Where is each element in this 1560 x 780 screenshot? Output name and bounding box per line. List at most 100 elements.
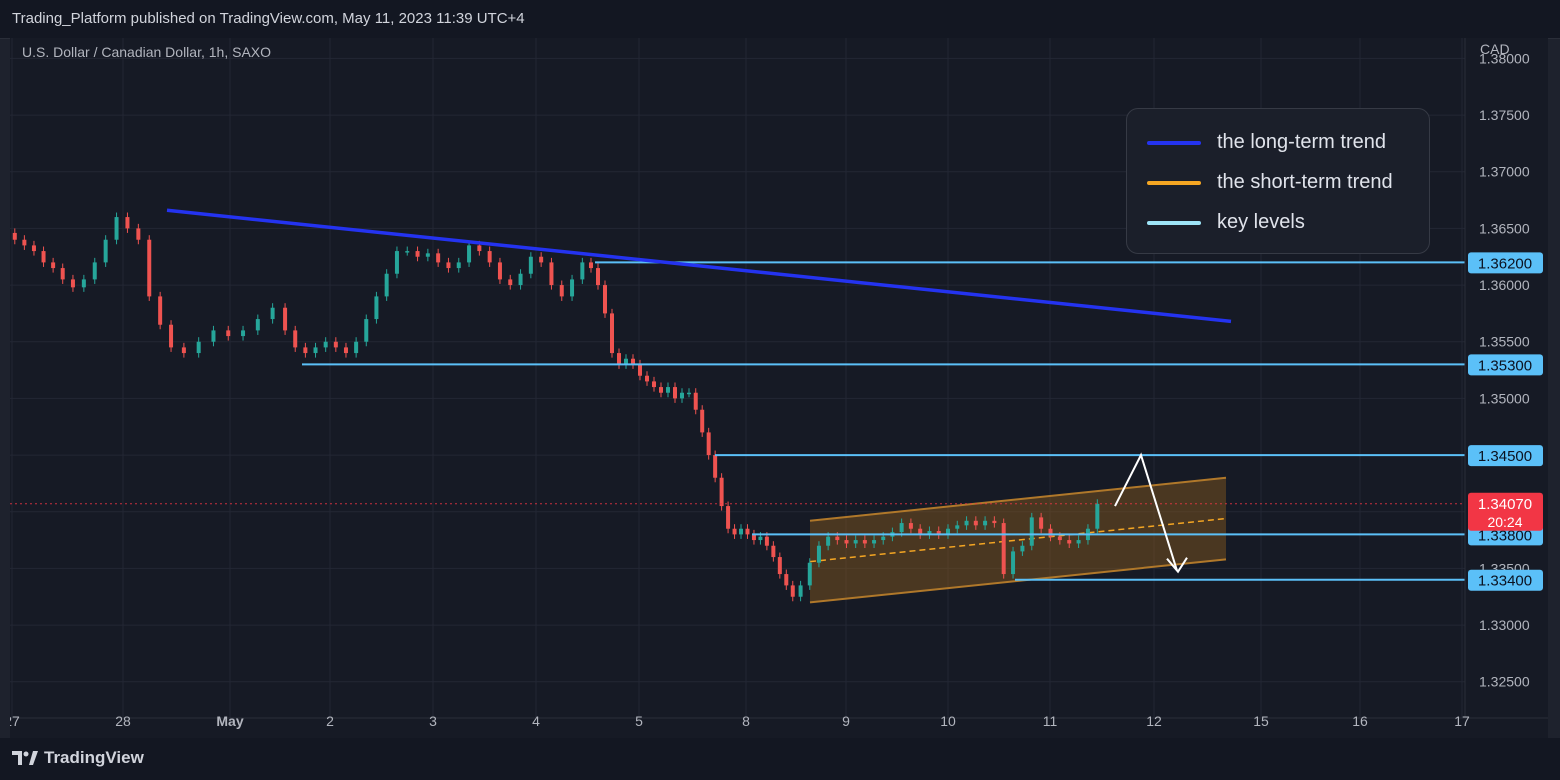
candle-body <box>81 279 86 288</box>
time-tick-label: 8 <box>742 713 750 729</box>
price-tick-label: 1.37000 <box>1479 164 1530 180</box>
channel-upper-line <box>809 476 1227 522</box>
candle-body <box>936 531 941 535</box>
key-level-price-text: 1.34500 <box>1478 448 1532 465</box>
candle-body <box>899 523 904 533</box>
candle-body <box>487 251 492 263</box>
candle-body <box>60 268 65 280</box>
candle-body <box>624 358 628 365</box>
candle-body <box>41 251 46 263</box>
candle-body <box>700 409 705 433</box>
candle-body <box>12 232 17 240</box>
candle-body <box>477 245 482 252</box>
short-term-channel[interactable] <box>809 476 1227 604</box>
long-term-trend-swatch <box>1147 140 1201 145</box>
time-axis[interactable]: 27 28 May 2 3 4 5 8 9 10 11 12 15 16 17 <box>10 713 1548 729</box>
candle-body <box>693 392 698 410</box>
price-tick-label: 1.33000 <box>1479 617 1530 633</box>
candle-body <box>539 256 544 263</box>
candle-body <box>764 536 769 546</box>
chart-area[interactable]: U.S. Dollar / Canadian Dollar, 1h, SAXO … <box>10 38 1548 738</box>
time-tick-label: 4 <box>532 713 540 729</box>
candle-body <box>807 562 812 586</box>
candle-body <box>580 262 585 280</box>
candle-body <box>631 358 635 365</box>
candle-body <box>964 520 969 526</box>
candle-body <box>826 536 831 546</box>
candle-body <box>497 262 502 280</box>
key-level-price-tag <box>1468 252 1543 274</box>
countdown-text: 20:24 <box>1487 514 1522 530</box>
candle-body <box>983 520 988 526</box>
candle-body <box>835 536 840 541</box>
candle-body <box>1029 517 1034 546</box>
key-level-price-tag <box>1468 445 1543 467</box>
candle-body <box>777 557 782 575</box>
candle-body <box>405 251 410 253</box>
candle-body <box>973 520 978 526</box>
candle-body <box>652 381 656 388</box>
legend-label: the long-term trend <box>1217 131 1386 153</box>
candle-body <box>92 262 97 280</box>
time-tick-label: 27 <box>10 713 20 729</box>
price-tick-label: 1.35500 <box>1479 334 1530 350</box>
currency-label: CAD <box>1480 41 1510 57</box>
candle-body <box>881 536 886 541</box>
candle-body <box>680 392 684 399</box>
key-levels[interactable] <box>10 261 1465 581</box>
candle-body <box>518 273 523 286</box>
legend-entry-key-levels: key levels <box>1147 211 1305 234</box>
candle-body <box>645 375 649 382</box>
candle-body <box>425 253 430 257</box>
candle-body <box>589 262 593 269</box>
candle-body <box>638 364 642 376</box>
time-tick-label: 10 <box>940 713 956 729</box>
candle-body <box>862 540 867 544</box>
chart-title: U.S. Dollar / Canadian Dollar, 1h, SAXO <box>22 44 271 60</box>
key-level-price-text: 1.35300 <box>1478 357 1532 374</box>
candle-body <box>1067 540 1072 544</box>
candle-body <box>927 531 932 535</box>
candle-body <box>918 528 923 535</box>
legend-entry-short-term: the short-term trend <box>1147 171 1393 194</box>
footer-bar: TradingView <box>0 738 1560 780</box>
candle-body <box>771 545 776 558</box>
candle-body <box>181 347 186 354</box>
candle-body <box>549 262 554 286</box>
tradingview-brand: TradingView <box>44 748 144 767</box>
candle-body <box>816 545 821 563</box>
candle-body <box>908 523 913 529</box>
candle-body <box>1095 503 1100 529</box>
projection-arrow[interactable] <box>1114 452 1188 574</box>
candle-body <box>784 574 789 586</box>
grid <box>10 38 1465 718</box>
candle-body <box>659 387 663 393</box>
price-tick-label: 1.35000 <box>1479 390 1530 406</box>
time-tick-label: 17 <box>1454 713 1470 729</box>
candle-body <box>354 341 359 354</box>
candle-body <box>31 245 36 252</box>
candle-body <box>955 525 960 529</box>
arrow-head-icon <box>1166 557 1188 574</box>
key-level-price-text: 1.36200 <box>1478 255 1532 272</box>
legend-entry-long-term: the long-term trend <box>1147 131 1386 154</box>
candle-body <box>456 262 461 269</box>
tradingview-logo[interactable]: TradingView <box>12 748 144 768</box>
time-tick-label: 12 <box>1146 713 1162 729</box>
candle-body <box>467 245 472 263</box>
candle-body <box>1048 528 1053 537</box>
candle-body <box>673 387 677 399</box>
candle-body <box>313 347 318 354</box>
candle-body <box>446 262 451 269</box>
candle-body <box>798 585 803 597</box>
current-price-text: 1.34070 <box>1478 496 1532 513</box>
candle-body <box>617 353 621 365</box>
key-level-price-text: 1.33400 <box>1478 573 1532 590</box>
candle-body <box>211 330 216 342</box>
candle-body <box>436 253 441 263</box>
time-tick-label: 5 <box>635 713 643 729</box>
price-tick-label: 1.36500 <box>1479 220 1530 236</box>
candle-body <box>732 528 737 535</box>
candle-body <box>1001 523 1006 575</box>
long-term-trendline[interactable] <box>166 208 1232 324</box>
